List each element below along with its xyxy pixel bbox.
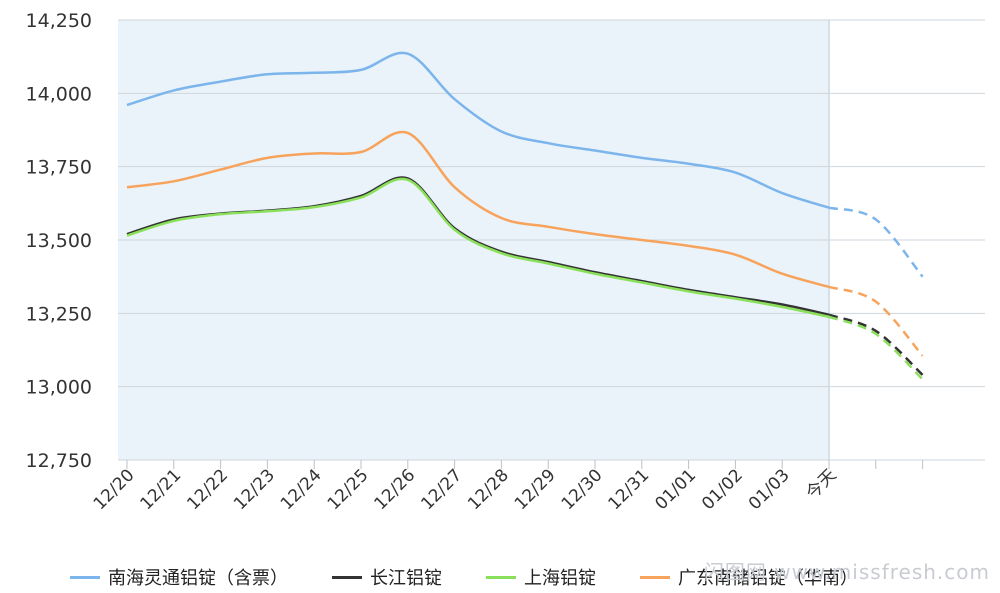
x-tick-label: 01/01 xyxy=(651,465,700,514)
legend-swatch xyxy=(486,575,516,579)
y-tick-label: 14,000 xyxy=(26,83,92,105)
chart-legend: 南海灵通铝锭（含票） 长江铝锭 上海铝锭 广东南储铝锭（华南） xyxy=(70,561,995,593)
y-axis-labels: 14,250 14,000 13,750 13,500 13,250 13,000 12,7… xyxy=(26,10,92,472)
watermark: 闪图网 www.missfresh.com xyxy=(703,560,990,584)
x-tick-label: 12/28 xyxy=(464,465,513,514)
legend-label: 南海灵通铝锭（含票） xyxy=(108,568,288,589)
x-tick-label: 12/27 xyxy=(417,465,466,514)
series-forecast-line-2 xyxy=(828,315,924,381)
legend-label: 上海铝锭 xyxy=(524,568,596,589)
y-tick-label: 13,750 xyxy=(26,157,92,179)
series-forecast-line-1 xyxy=(828,313,924,376)
legend-swatch xyxy=(640,575,670,579)
x-tick-label: 12/30 xyxy=(558,465,607,514)
y-tick-label: 13,500 xyxy=(26,230,92,252)
series-line-2 xyxy=(126,177,830,319)
grid-lines xyxy=(118,19,985,461)
x-tick-label: 01/02 xyxy=(698,465,747,514)
x-axis-labels: 12/2012/2112/2212/2312/2412/2512/2612/27… xyxy=(90,465,841,514)
series-forecast-line-0 xyxy=(828,206,924,278)
series-forecast-line-3 xyxy=(828,285,924,357)
series-line-3 xyxy=(126,130,830,289)
x-tick-label: 01/03 xyxy=(745,465,794,514)
y-tick-label: 13,250 xyxy=(26,303,92,325)
legend-item-nanhai[interactable]: 南海灵通铝锭（含票） xyxy=(70,564,288,590)
legend-swatch xyxy=(70,575,100,579)
x-tick-label: 12/23 xyxy=(230,465,279,514)
x-tick-label: 12/21 xyxy=(137,465,186,514)
legend-label: 广东南储铝锭（华南） xyxy=(678,568,858,589)
series-line-0 xyxy=(126,51,830,209)
legend-item-shanghai[interactable]: 上海铝锭 xyxy=(486,564,596,590)
x-tick-label: 12/29 xyxy=(511,465,560,514)
series-lines xyxy=(126,51,924,381)
y-tick-label: 12,750 xyxy=(26,450,92,472)
x-tick-label: 12/31 xyxy=(605,465,654,514)
legend-item-guangdong[interactable]: 广东南储铝锭（华南） xyxy=(640,564,858,590)
x-axis-ticks xyxy=(126,460,924,469)
line-chart: 14,250 14,000 13,750 13,500 13,250 13,000 12,7… xyxy=(26,10,985,514)
x-tick-label: 今天 xyxy=(802,465,840,503)
legend-item-changjiang[interactable]: 长江铝锭 xyxy=(332,564,442,590)
y-tick-label: 13,000 xyxy=(26,377,92,399)
x-tick-label: 12/26 xyxy=(371,465,420,514)
legend-swatch xyxy=(332,575,362,579)
x-tick-label: 12/25 xyxy=(324,465,373,514)
y-tick-label: 14,250 xyxy=(26,10,92,32)
x-tick-label: 12/24 xyxy=(277,465,326,514)
legend-label: 长江铝锭 xyxy=(370,568,442,589)
x-tick-label: 12/22 xyxy=(183,465,232,514)
x-tick-label: 12/20 xyxy=(90,465,139,514)
